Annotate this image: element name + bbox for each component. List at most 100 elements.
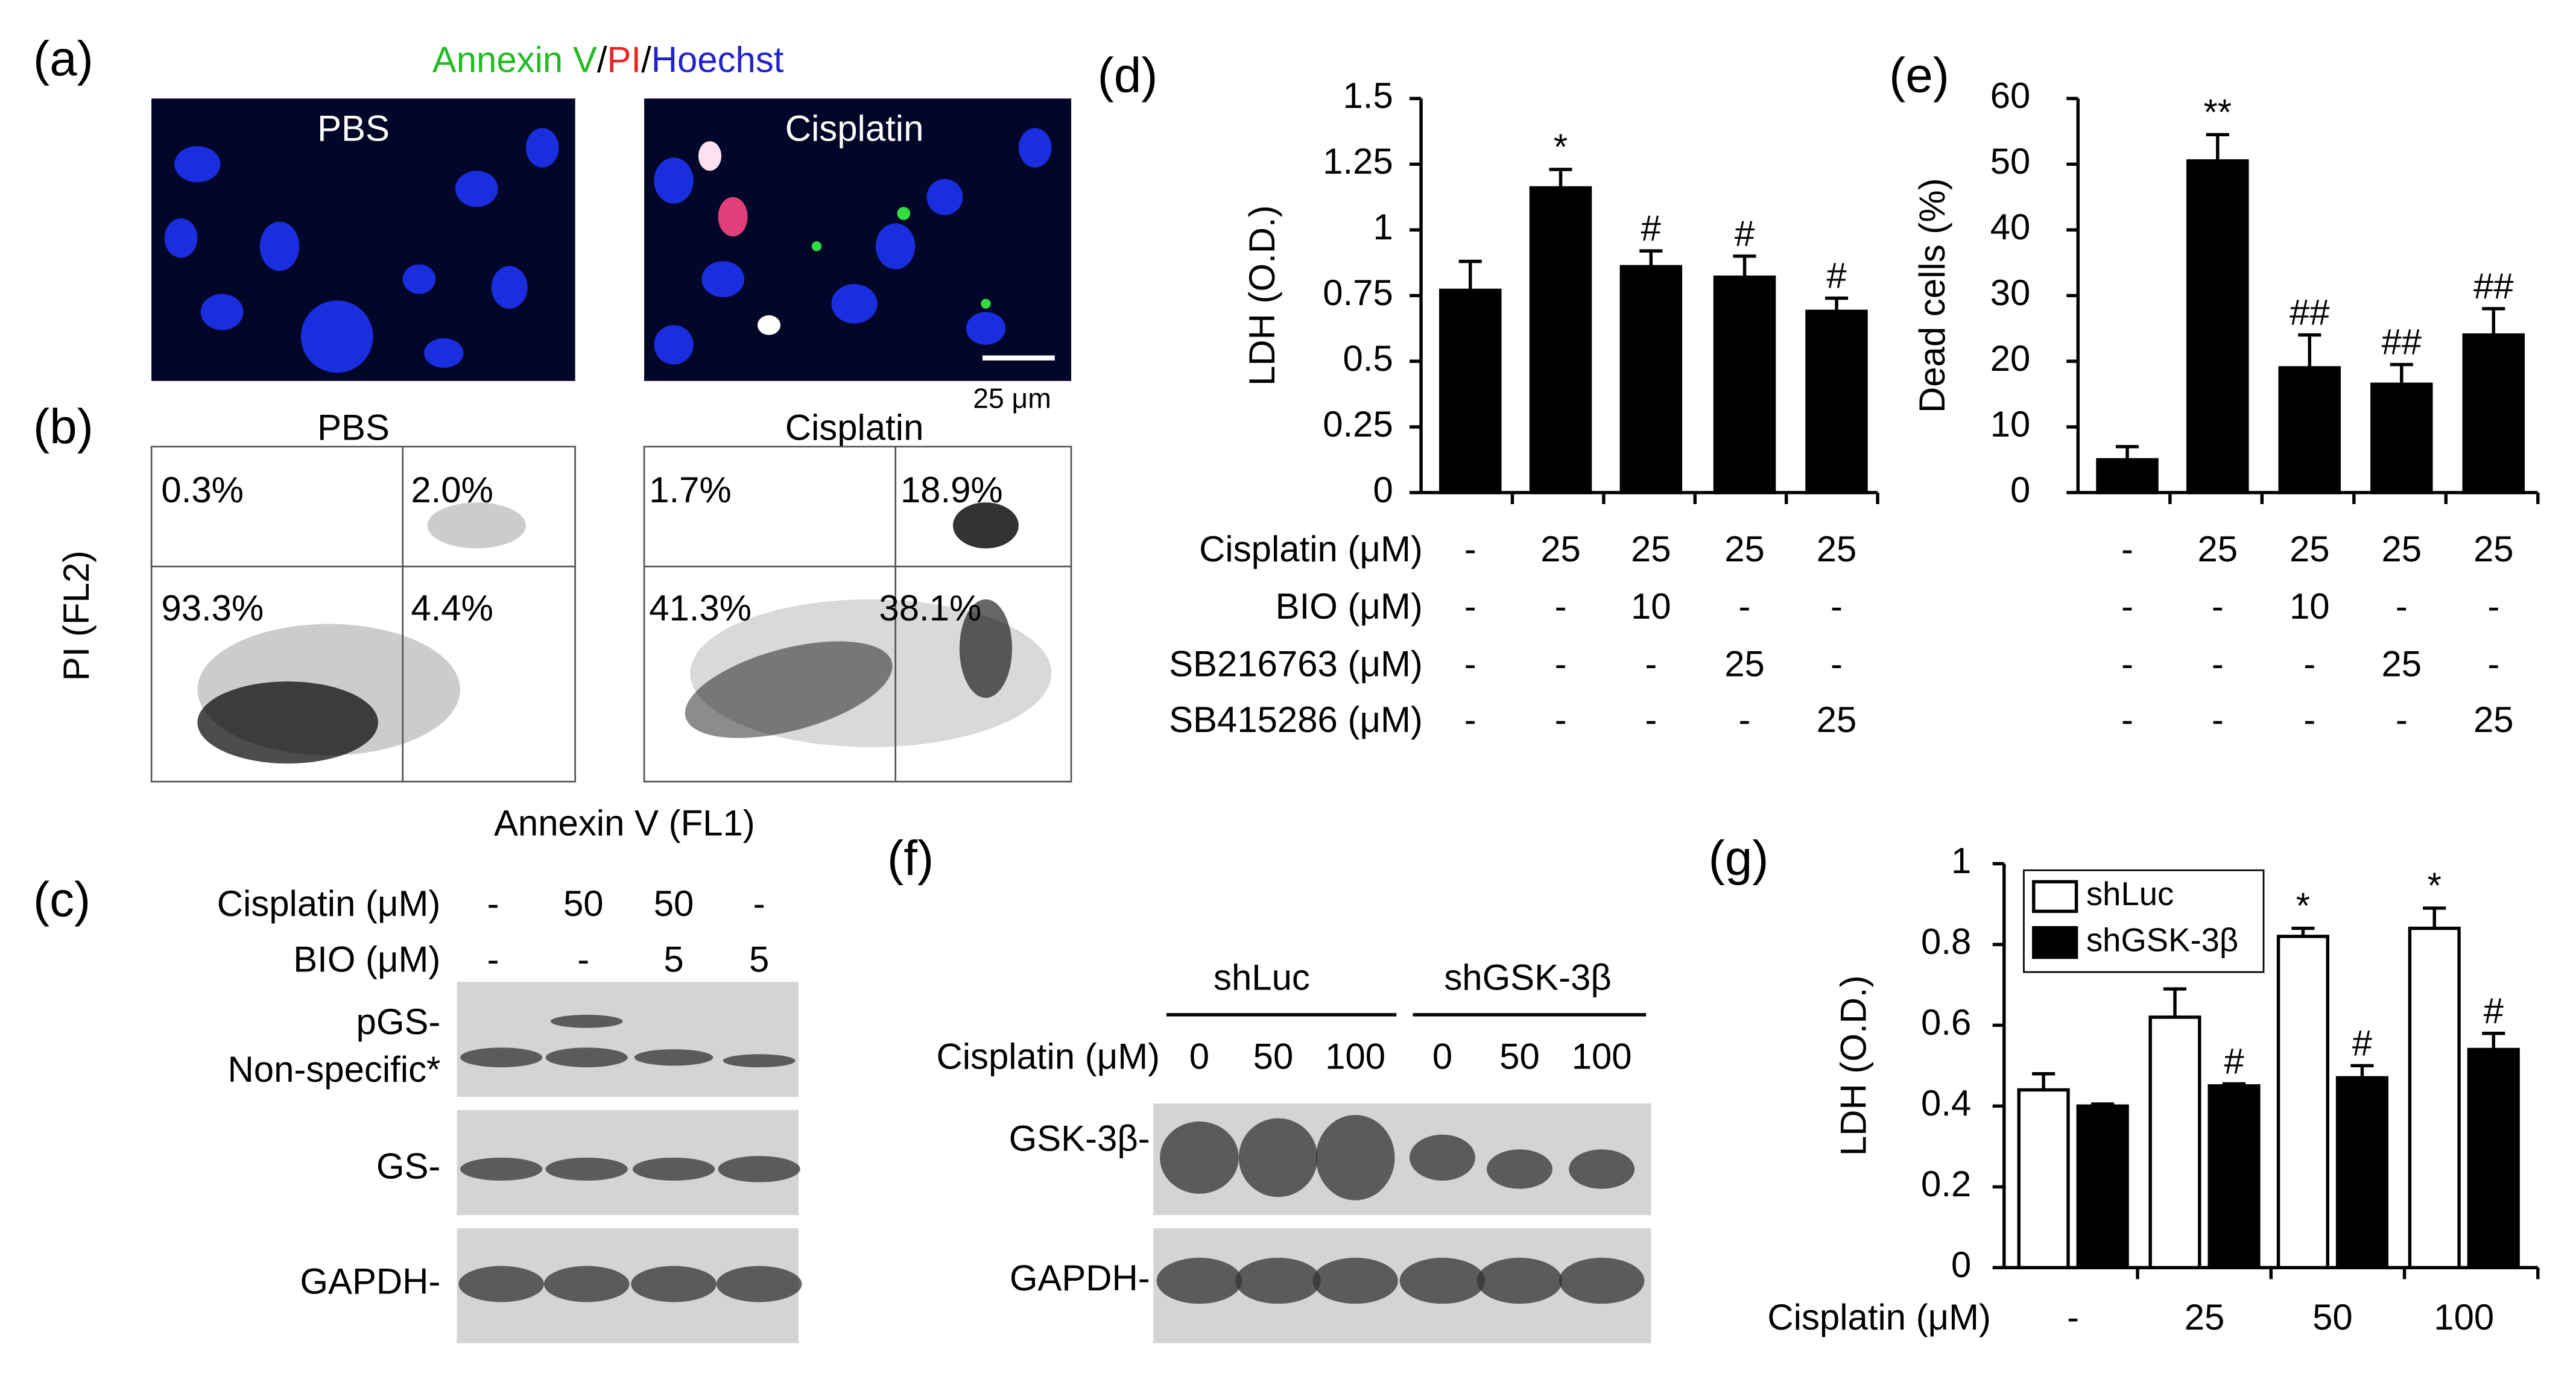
- error-bar: [2482, 1032, 2505, 1050]
- cell: -: [2121, 586, 2133, 626]
- annotation: ##: [2290, 292, 2330, 333]
- row-label: Cisplatin (μM): [936, 1036, 1160, 1076]
- cell: 25: [1724, 643, 1765, 684]
- annotation: #: [1826, 256, 1847, 296]
- legend-label: shLuc: [2086, 876, 2174, 912]
- blot-label: GS-: [376, 1146, 440, 1187]
- legend-swatch: [2032, 926, 2078, 959]
- y-tick-label: 50: [1990, 141, 2031, 181]
- cell: 25: [1817, 529, 1857, 569]
- y-tick-label: 30: [1990, 273, 2031, 313]
- title-part: PI: [607, 39, 641, 80]
- y-tick-label: 0.5: [1343, 338, 1393, 379]
- bar: [2148, 1015, 2201, 1269]
- cell: -: [1464, 529, 1476, 569]
- cell: -: [2121, 643, 2133, 684]
- group-label: shLuc: [1214, 958, 1310, 998]
- cell: -: [1555, 643, 1567, 684]
- cell: -: [487, 939, 499, 980]
- row-label: Cisplatin (μM): [217, 883, 441, 924]
- y-tick-label: 0.8: [1921, 921, 1971, 962]
- cell: 10: [2290, 586, 2330, 626]
- bar: [2096, 458, 2159, 494]
- group-label: shGSK-3β: [1444, 958, 1611, 998]
- scale-bar-label: 25 μm: [973, 383, 1051, 414]
- row-label: BIO (μM): [293, 939, 440, 980]
- cell: 25: [2381, 643, 2422, 684]
- y-tick-label: 10: [1990, 404, 2031, 444]
- y-tick-label: 1: [1951, 841, 1971, 881]
- blot: [1153, 1103, 1651, 1343]
- quadrant-value: 0.3%: [161, 470, 244, 510]
- x-tick-label: -: [2067, 1297, 2079, 1337]
- annotation: ##: [2473, 266, 2514, 306]
- bar: [2408, 926, 2461, 1269]
- cell: 50: [1253, 1036, 1294, 1076]
- error-bar: [1458, 259, 1482, 291]
- bar: [2076, 1104, 2129, 1269]
- blot-label: Non-specific*: [228, 1049, 441, 1090]
- flow-plot: [643, 446, 1072, 783]
- y-tick-label: 0: [2010, 470, 2030, 510]
- quadrant-value: 4.4%: [411, 588, 493, 628]
- cell: 25: [1540, 529, 1581, 569]
- error-bar: [1549, 168, 1572, 188]
- panel-label: (e): [1889, 48, 1949, 103]
- y-tick-label: 40: [1990, 207, 2031, 247]
- cell: -: [2487, 586, 2499, 626]
- quadrant-value: 93.3%: [161, 588, 264, 628]
- cell: -: [2303, 643, 2315, 684]
- blot-label: pGS-: [356, 1002, 441, 1042]
- bar: [1529, 186, 1592, 494]
- y-tick-label: 0.2: [1921, 1164, 1971, 1204]
- y-tick-label: 0: [1951, 1245, 1971, 1285]
- cell: -: [1464, 586, 1476, 626]
- y-axis-label: Dead cells (%): [1912, 178, 1952, 412]
- bar: [2276, 935, 2329, 1269]
- error-bar: [2390, 362, 2413, 385]
- cell: -: [487, 883, 499, 924]
- cell: 100: [1572, 1036, 1632, 1076]
- cell: -: [577, 939, 589, 980]
- cell: 25: [2473, 699, 2514, 740]
- panel-label: (b): [33, 399, 93, 454]
- row-label: SB415286 (μM): [1169, 699, 1423, 740]
- row-label: BIO (μM): [1276, 586, 1423, 626]
- y-axis-label: LDH (O.D.): [1834, 976, 1874, 1156]
- bar: [2186, 159, 2249, 494]
- error-bar: [2291, 926, 2315, 936]
- cell: 0: [1432, 1036, 1452, 1076]
- cell: 25: [2197, 529, 2238, 569]
- annotation: **: [2203, 92, 2232, 132]
- cell: 25: [2473, 529, 2514, 569]
- bar: [2467, 1047, 2520, 1269]
- cell: -: [2121, 529, 2133, 569]
- title-part: /: [641, 39, 651, 80]
- annotation: *: [1554, 127, 1568, 167]
- title-part: /: [597, 39, 607, 80]
- error-bar: [2206, 133, 2229, 161]
- row-label: SB216763 (μM): [1169, 643, 1423, 684]
- cell: -: [1555, 699, 1567, 740]
- error-bar: [1733, 254, 1756, 277]
- cell: 50: [563, 883, 604, 924]
- cell: 5: [749, 939, 769, 980]
- flow-plot: [150, 446, 577, 783]
- legend-swatch: [2032, 880, 2078, 914]
- cell: -: [753, 883, 765, 924]
- error-bar: [1639, 249, 1663, 267]
- cell: 50: [654, 883, 694, 924]
- cell: 25: [1631, 529, 1671, 569]
- title-part: Hoechst: [651, 39, 784, 80]
- y-tick-label: 1: [1373, 207, 1393, 247]
- bar: [1619, 265, 1683, 494]
- bar: [1439, 288, 1502, 494]
- annotation: #: [2224, 1041, 2244, 1082]
- row-label: Cisplatin (μM): [1199, 529, 1423, 569]
- quadrant-value: 1.7%: [649, 470, 732, 510]
- x-axis-label: Annexin V (FL1): [494, 803, 755, 844]
- panel-label: (c): [33, 872, 90, 927]
- bar: [2370, 382, 2433, 494]
- cell: 25: [2381, 529, 2422, 569]
